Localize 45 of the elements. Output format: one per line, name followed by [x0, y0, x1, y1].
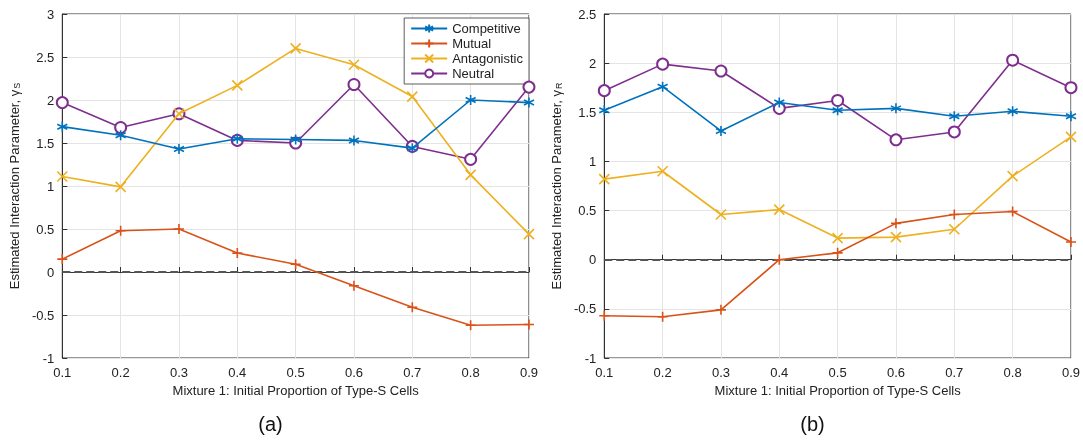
legend-label: Competitive: [452, 21, 521, 36]
y-axis-title: Estimated Interaction Parameter, γR: [549, 82, 564, 290]
y-tick-label: 1.5: [578, 104, 597, 120]
y-tick-label: 2: [589, 55, 597, 71]
y-tick-label: 2.5: [36, 49, 55, 65]
y-tick-label: 0: [589, 252, 597, 268]
x-tick-label: 0.1: [53, 365, 72, 380]
y-tick-label: -0.5: [573, 301, 597, 317]
y-tick-label: 2: [47, 92, 55, 108]
x-tick-label: 0.6: [886, 365, 905, 380]
x-tick-label: 0.4: [228, 365, 247, 380]
x-tick-label: 0.9: [519, 365, 538, 380]
x-tick-label: 0.6: [344, 365, 363, 380]
x-tick-label: 0.5: [286, 365, 305, 380]
x-axis-title: Mixture 1: Initial Proportion of Type-S Cells: [714, 383, 962, 398]
x-tick-label: 0.3: [169, 365, 189, 380]
x-tick-label: 0.2: [111, 365, 130, 380]
y-tick-label: 3: [47, 6, 55, 22]
text: (b): [800, 413, 825, 435]
y-tick-label: 1.5: [36, 135, 55, 151]
x-tick-label: 0.8: [461, 365, 480, 380]
y-tick-label: 2.5: [578, 6, 597, 22]
x-tick-label: 0.8: [1003, 365, 1022, 380]
y-tick-label: 0: [47, 264, 55, 280]
y-tick-label: -1: [42, 350, 55, 366]
x-axis-title: Mixture 1: Initial Proportion of Type-S Cells: [172, 383, 420, 398]
y-tick-label: 1: [589, 153, 597, 169]
x-tick-label: 0.3: [711, 365, 731, 380]
y-tick-label: 0.5: [36, 221, 55, 237]
x-tick-label: 0.7: [945, 365, 964, 380]
legend-label: Mutual: [452, 36, 492, 51]
x-tick-label: 0.2: [653, 365, 672, 380]
x-tick-label: 0.1: [595, 365, 614, 380]
y-tick-label: -1: [584, 350, 597, 366]
y-tick-label: -0.5: [31, 307, 55, 323]
y-tick-label: 0.5: [578, 203, 597, 219]
x-tick-label: 0.5: [828, 365, 847, 380]
text: (a): [258, 413, 283, 435]
x-tick-label: 0.7: [403, 365, 422, 380]
y-tick-label: 1: [47, 178, 55, 194]
y-axis-title: Estimated Interaction Parameter, γS: [7, 82, 22, 290]
x-tick-label: 0.4: [770, 365, 789, 380]
legend-label: Antagonistic: [452, 51, 524, 66]
legend-label: Neutral: [452, 66, 495, 81]
x-tick-label: 0.9: [1061, 365, 1080, 380]
